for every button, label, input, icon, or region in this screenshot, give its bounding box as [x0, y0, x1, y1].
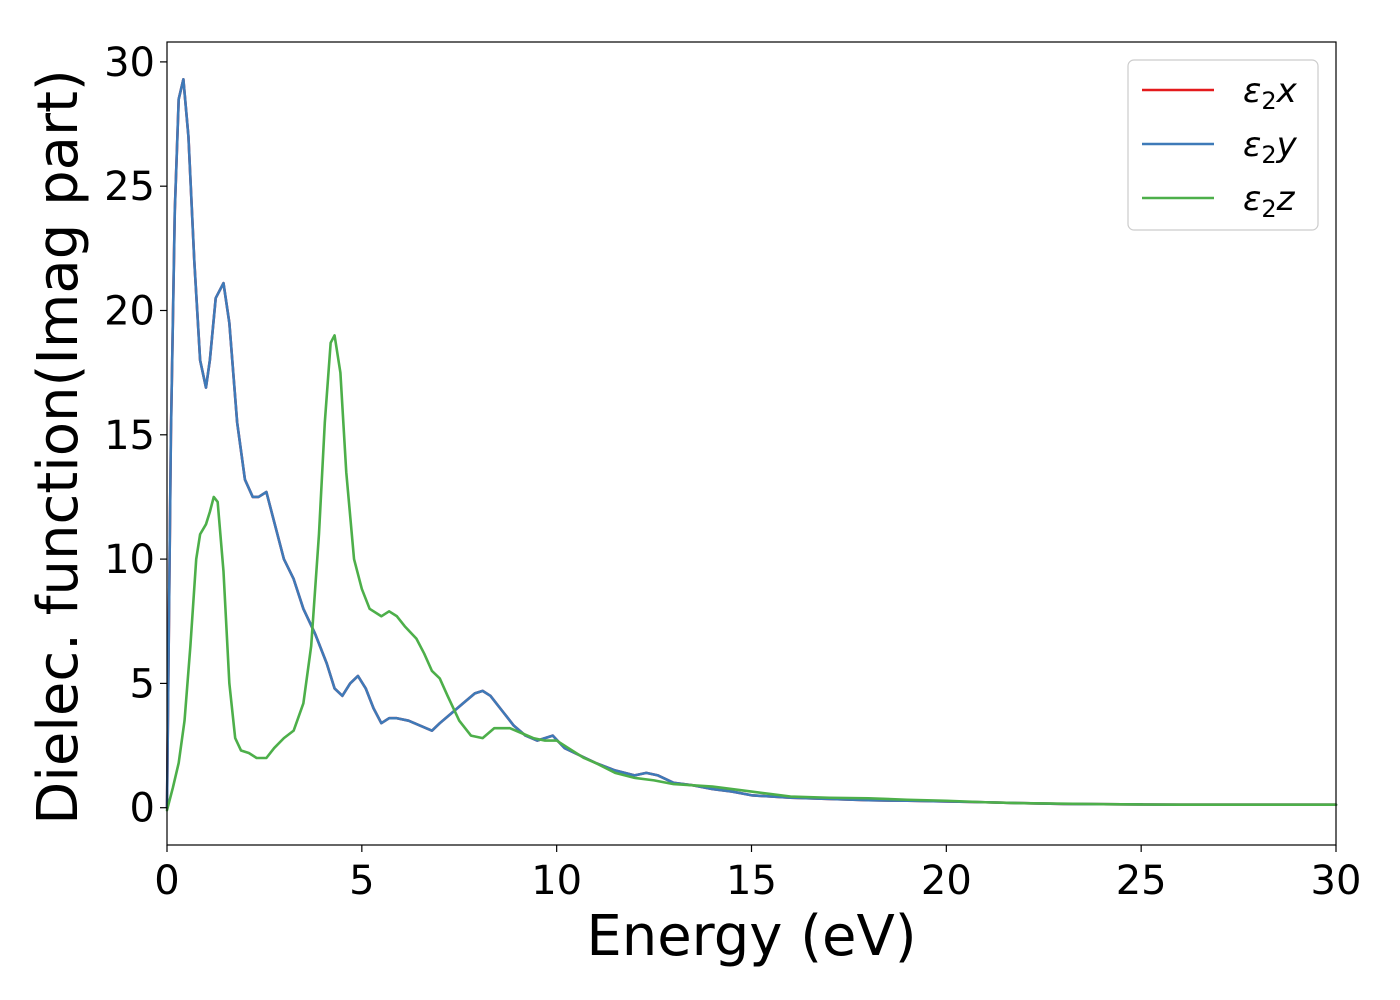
y-tick-label: 15: [104, 413, 155, 459]
y-tick-label: 10: [104, 537, 155, 583]
x-tick-label: 0: [154, 858, 179, 904]
y-tick-label: 20: [104, 288, 155, 334]
legend-component: x: [1276, 71, 1298, 111]
legend-label-x: ε2x: [1243, 71, 1298, 115]
x-axis: 0 5 10 15 20 25 30: [154, 845, 1361, 904]
series-line-z: [165, 334, 1338, 812]
legend-label-z: ε2z: [1243, 179, 1296, 223]
legend-symbol: ε: [1243, 179, 1261, 219]
x-tick-label: 25: [1116, 858, 1167, 904]
x-tick-label: 10: [531, 858, 582, 904]
x-tick-label: 5: [349, 858, 374, 904]
legend-frame: [1127, 59, 1319, 231]
x-axis-title: Energy (eV): [586, 904, 916, 969]
legend-subscript: 2: [1261, 87, 1276, 115]
y-tick-label: 0: [130, 786, 155, 832]
x-tick-label: 15: [726, 858, 777, 904]
legend-label-y: ε2y: [1243, 125, 1298, 169]
y-tick-label: 5: [130, 661, 155, 707]
y-axis-title: Dielec. function(Imag part): [26, 69, 91, 825]
y-axis: 0 5 10 15 20 25 30: [104, 40, 167, 832]
legend-symbol: ε: [1243, 125, 1261, 165]
y-tick-label: 30: [104, 40, 155, 86]
legend-component: y: [1276, 125, 1298, 165]
legend-subscript: 2: [1261, 195, 1276, 223]
x-tick-label: 30: [1311, 858, 1362, 904]
series-line-y: [165, 77, 1338, 810]
legend-component: z: [1276, 179, 1296, 219]
legend-symbol: ε: [1243, 71, 1261, 111]
y-tick-label: 25: [104, 164, 155, 210]
legend-subscript: 2: [1261, 141, 1276, 169]
x-tick-label: 20: [921, 858, 972, 904]
series-layer: [165, 77, 1338, 812]
